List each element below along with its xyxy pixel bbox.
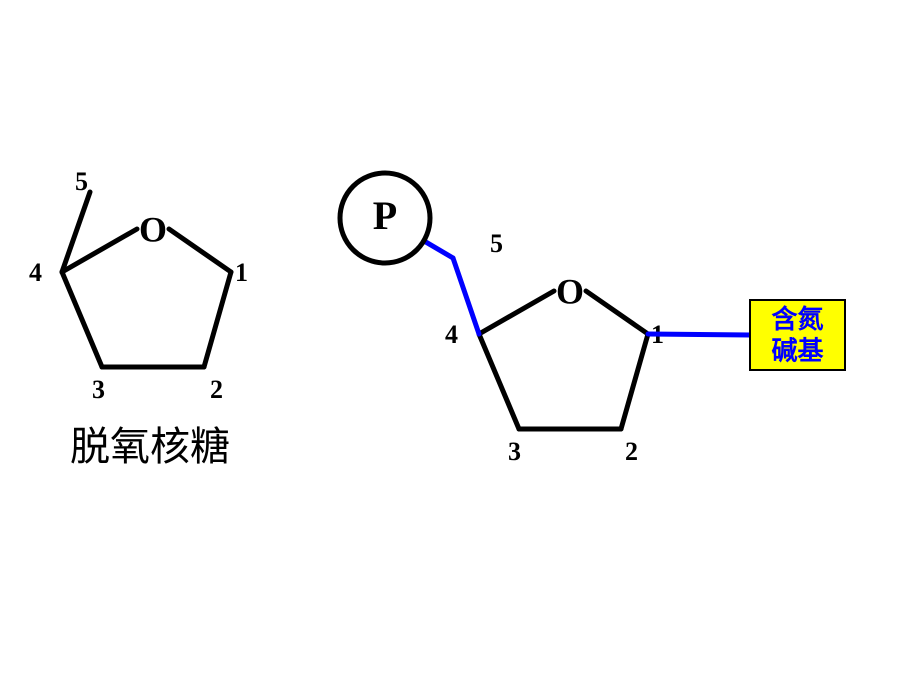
oxygen-label-right: O [556,271,584,311]
c2-label-right: 2 [625,437,638,466]
bond-c1-base [648,334,750,335]
base-label-line2: 碱基 [771,337,824,366]
oxygen-label-left: O [139,209,167,249]
c4-label-right: 4 [445,320,458,349]
bond-phosphate-c5 [424,241,453,258]
c5-label-left: 5 [75,167,88,196]
bond-C1-C2-right [621,334,648,429]
base-label-line1: 含氮 [771,304,823,334]
nitrogenous-base: 含氮 碱基 [648,300,845,370]
phosphate-group: P [340,173,453,263]
c1-label-left: 1 [235,258,248,287]
bond-O-C1-left [169,229,231,272]
nucleotide-diagram: O 1 2 3 4 5 O 1 2 3 4 5 P 含氮 碱基 脱氧核糖 [0,0,920,690]
c3-label-right: 3 [508,437,521,466]
c3-label-left: 3 [92,375,105,404]
phosphate-label: P [373,193,397,238]
left-sugar: O 1 2 3 4 5 [29,167,248,404]
c2-label-left: 2 [210,375,223,404]
deoxyribose-caption: 脱氧核糖 [70,424,230,469]
bond-C1-C2-left [204,272,231,367]
bond-C3-C4-left [62,272,102,367]
bond-C3-C4-right [479,334,519,429]
c4-label-left: 4 [29,258,42,287]
c5-label-right: 5 [490,229,503,258]
bond-O-C4-right [479,291,554,334]
bond-O-C1-right [586,291,648,334]
right-sugar: O 1 2 3 4 5 [445,229,664,466]
